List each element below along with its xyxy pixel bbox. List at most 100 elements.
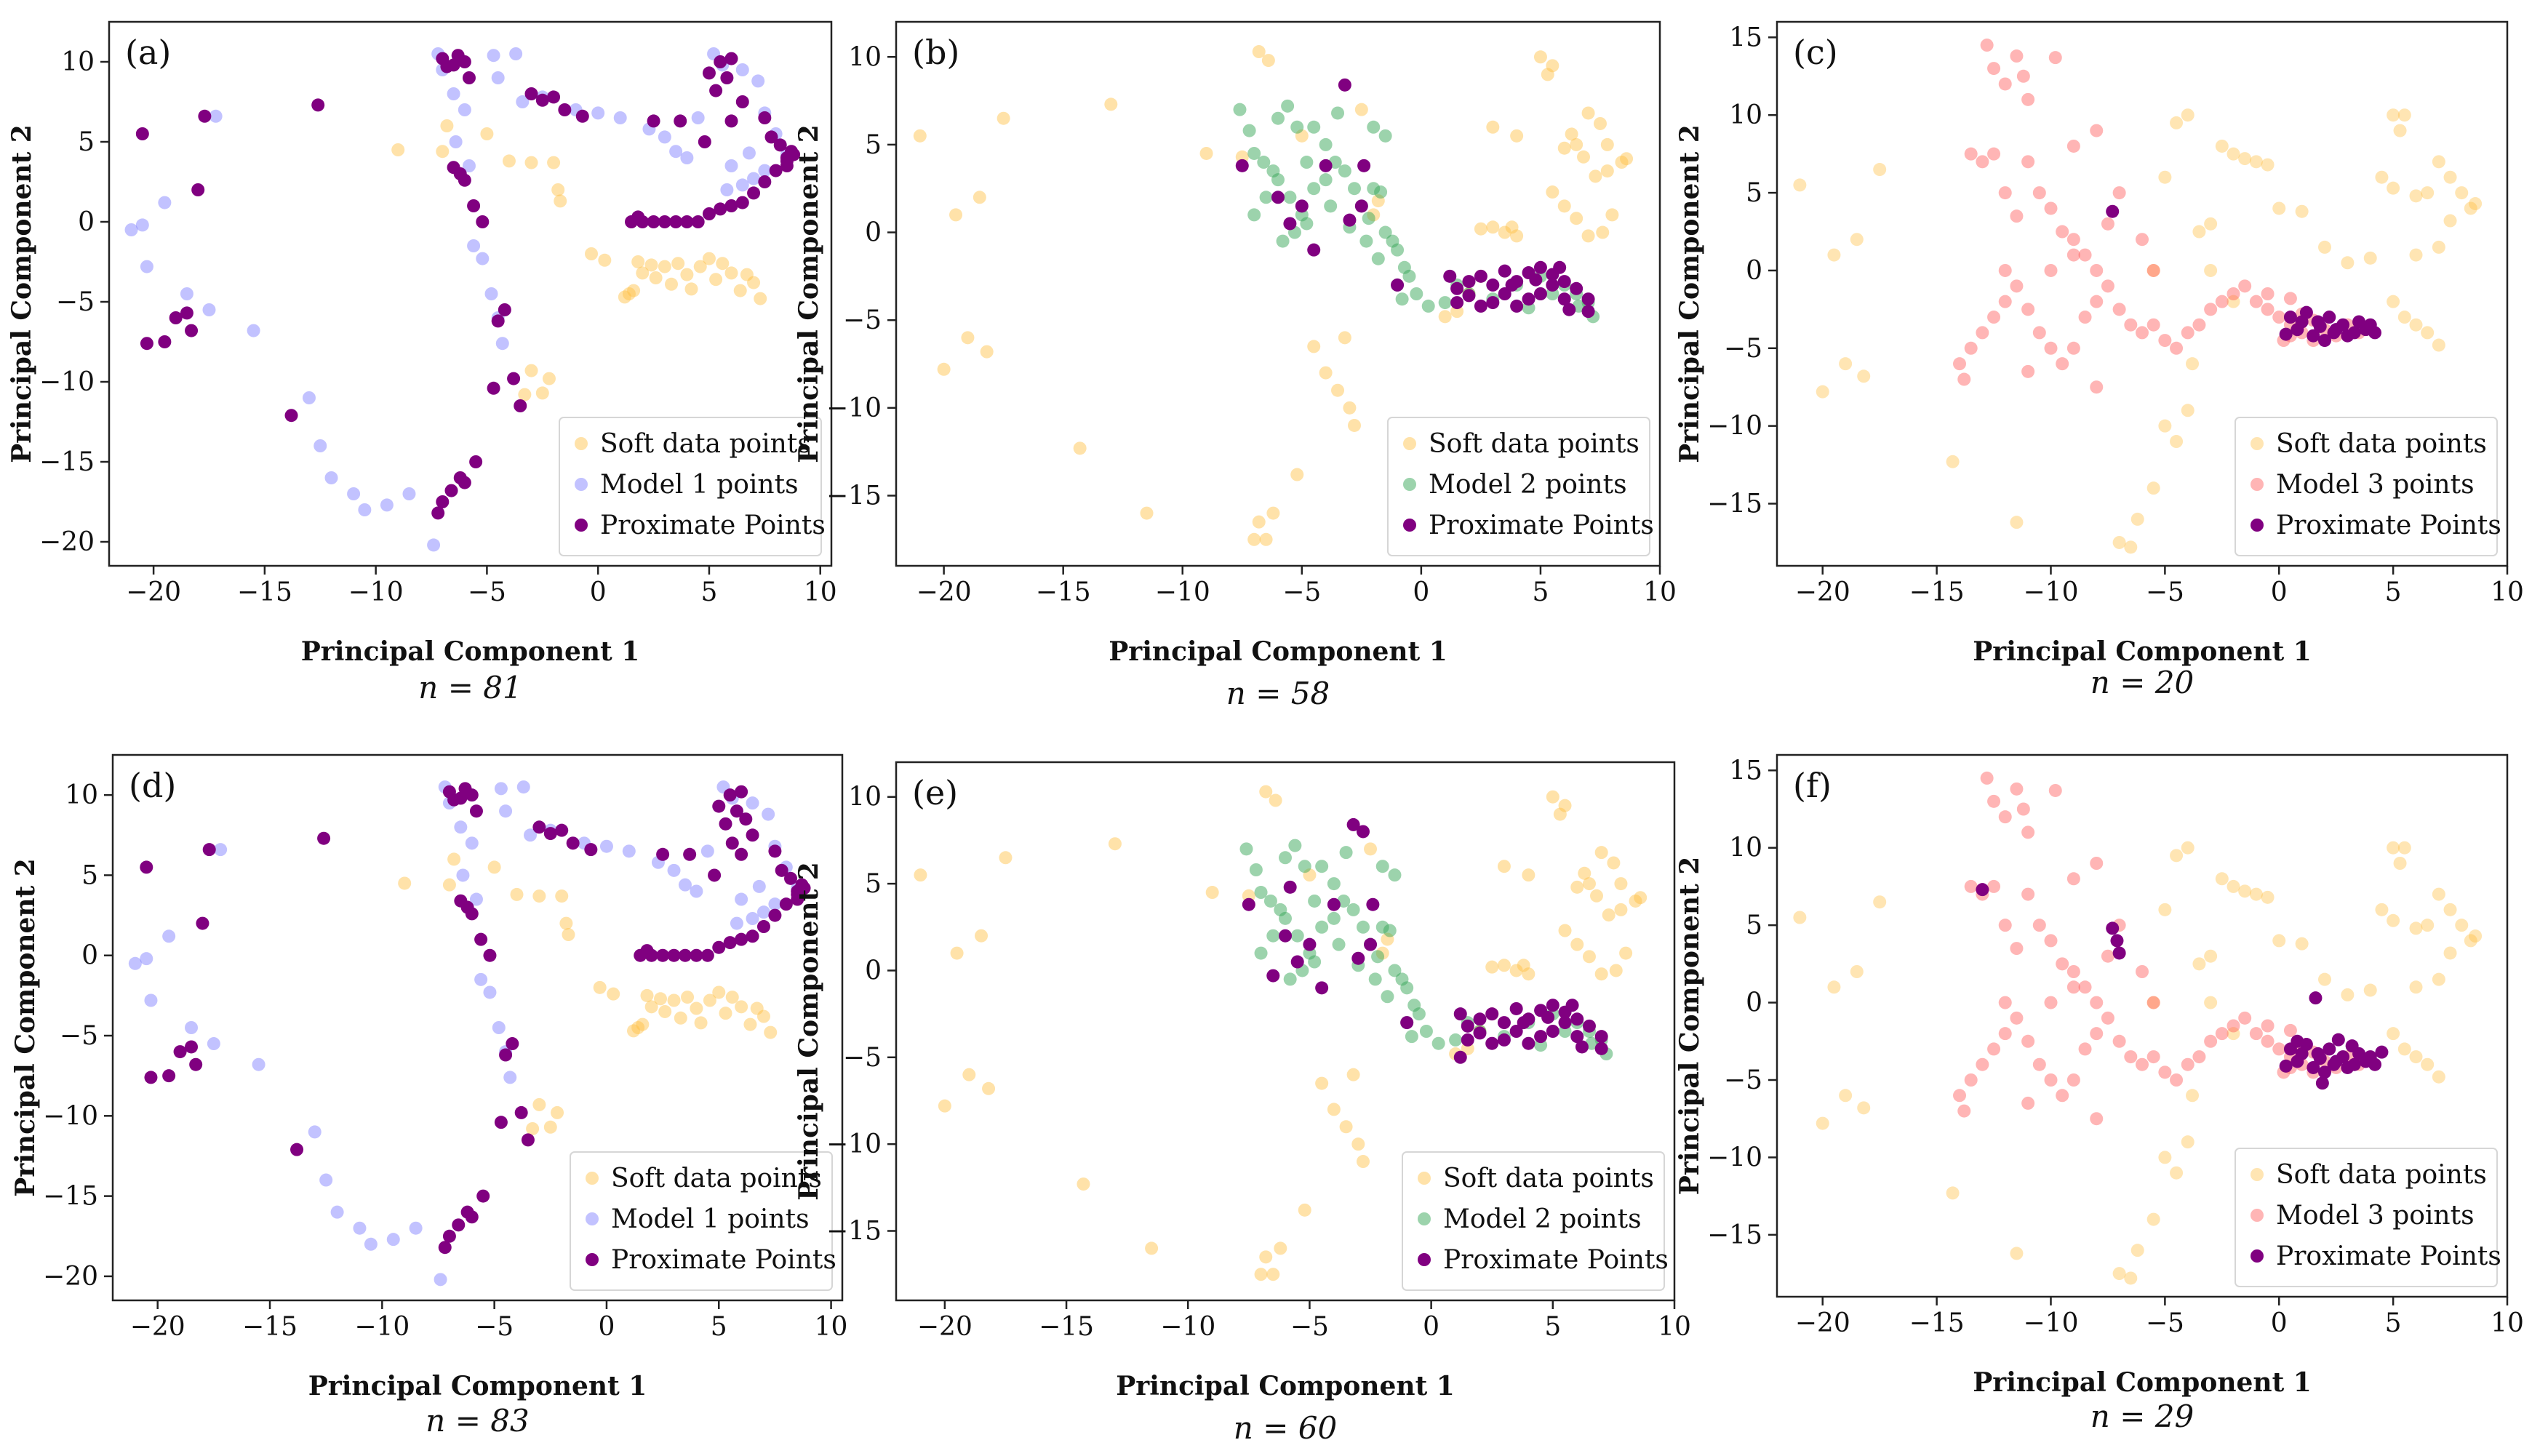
- plot-frame: [1776, 753, 2509, 1298]
- scatter-point: [1450, 296, 1464, 310]
- scatter-point: [1581, 292, 1595, 306]
- scatter-point: [584, 843, 598, 857]
- scatter-point: [1577, 150, 1590, 164]
- scatter-point: [719, 817, 732, 831]
- scatter-point: [2044, 201, 2058, 215]
- scatter-point: [185, 1021, 199, 1034]
- scatter-point: [2170, 116, 2184, 129]
- scatter-point: [510, 887, 524, 901]
- scatter-point: [2136, 233, 2149, 247]
- scatter-point: [644, 948, 658, 962]
- scatter-point: [1315, 981, 1329, 995]
- scatter-point: [128, 956, 142, 970]
- scatter-point: [2101, 1011, 2114, 1025]
- y-tick-label: −5: [843, 1043, 882, 1073]
- legend-label: Soft data points: [2276, 1160, 2487, 1190]
- scatter-point: [747, 186, 761, 200]
- y-tick-label: −20: [43, 1262, 98, 1292]
- scatter-point: [458, 55, 471, 68]
- scatter-point: [2158, 1065, 2172, 1079]
- scatter-point: [2181, 1135, 2194, 1149]
- scatter-point: [649, 271, 663, 284]
- scatter-point: [997, 111, 1010, 125]
- scatter-point: [447, 852, 461, 866]
- scatter-point: [191, 183, 205, 196]
- y-tick-label: 0: [81, 941, 98, 971]
- scatter-point: [1077, 1177, 1090, 1191]
- y-tick-label: 10: [1729, 100, 1762, 130]
- scatter-point: [2261, 158, 2275, 172]
- scatter-point: [284, 409, 298, 423]
- scatter-point: [1987, 311, 2001, 324]
- scatter-point: [735, 785, 748, 799]
- scatter-point: [1391, 278, 1405, 292]
- scatter-point: [169, 311, 183, 324]
- scatter-point: [2283, 311, 2297, 324]
- plot-frame: [895, 20, 1661, 567]
- scatter-point: [2307, 329, 2320, 343]
- scatter-point: [2078, 248, 2092, 262]
- scatter-point: [2283, 292, 2297, 305]
- scatter-point: [671, 257, 685, 271]
- legend-box: [2235, 1148, 2498, 1287]
- scatter-point: [1498, 225, 1511, 239]
- y-tick-label: 10: [1729, 833, 1762, 863]
- scatter-point: [2192, 957, 2206, 971]
- scatter-point: [555, 823, 569, 837]
- scatter-point: [1431, 1036, 1445, 1050]
- scatter-point: [492, 1021, 506, 1034]
- scatter-point: [742, 146, 756, 160]
- scatter-point: [2295, 204, 2309, 218]
- scatter-point: [1634, 891, 1648, 905]
- scatter-point: [1354, 199, 1368, 213]
- scatter-point: [1279, 929, 1292, 943]
- scatter-point: [2341, 329, 2355, 343]
- legend-label: Model 1 points: [600, 470, 799, 500]
- scatter-point: [2327, 1057, 2341, 1071]
- series-proximate-points: [1976, 883, 2389, 1090]
- scatter-point: [1474, 269, 1487, 283]
- scatter-point: [1533, 287, 1547, 300]
- scatter-point: [507, 372, 521, 385]
- scatter-point: [1485, 1007, 1499, 1021]
- scatter-point: [2249, 887, 2263, 901]
- scatter-point: [2272, 201, 2286, 215]
- scatter-point: [2136, 965, 2149, 978]
- scatter-point: [2409, 248, 2423, 262]
- scatter-point: [2130, 1244, 2144, 1257]
- legend-label: Soft data points: [1429, 429, 1640, 459]
- scatter-point: [1602, 908, 1616, 922]
- scatter-point: [1438, 296, 1452, 310]
- scatter-point: [2124, 1050, 2138, 1064]
- scatter-point: [1546, 1025, 1559, 1038]
- scatter-point: [2010, 209, 2024, 223]
- scatter-point: [1510, 299, 1524, 313]
- scatter-point: [698, 135, 711, 148]
- scatter-point: [427, 538, 441, 552]
- scatter-point: [1383, 924, 1397, 937]
- sample-size-label: n = 81: [418, 670, 522, 705]
- legend-label: Model 2 points: [1443, 1204, 1642, 1234]
- scatter-point: [140, 952, 153, 966]
- scatter-point: [2387, 108, 2400, 122]
- scatter-point: [1570, 212, 1584, 225]
- scatter-point: [198, 109, 212, 123]
- y-tick-label: −10: [1707, 1143, 1762, 1172]
- legend-marker: [586, 1253, 599, 1266]
- x-tick-label: −20: [1795, 1308, 1850, 1338]
- scatter-point: [1946, 1186, 1960, 1200]
- x-tick-label: 10: [2491, 577, 2524, 607]
- legend-label: Soft data points: [611, 1164, 822, 1193]
- legend: Soft data points Model 2 points Proximate …: [1402, 1151, 1669, 1291]
- y-tick-label: 5: [78, 127, 95, 157]
- scatter-point: [1998, 77, 2012, 91]
- scatter-point: [1998, 263, 2012, 277]
- scatter-point: [1388, 868, 1402, 882]
- scatter-point: [1498, 264, 1511, 278]
- x-tick-label: −5: [1282, 577, 1321, 607]
- scatter-point: [1619, 946, 1633, 960]
- scatter-point: [1319, 137, 1333, 151]
- scatter-point: [1247, 532, 1261, 546]
- scatter-point: [730, 804, 743, 818]
- scatter-point: [700, 948, 714, 962]
